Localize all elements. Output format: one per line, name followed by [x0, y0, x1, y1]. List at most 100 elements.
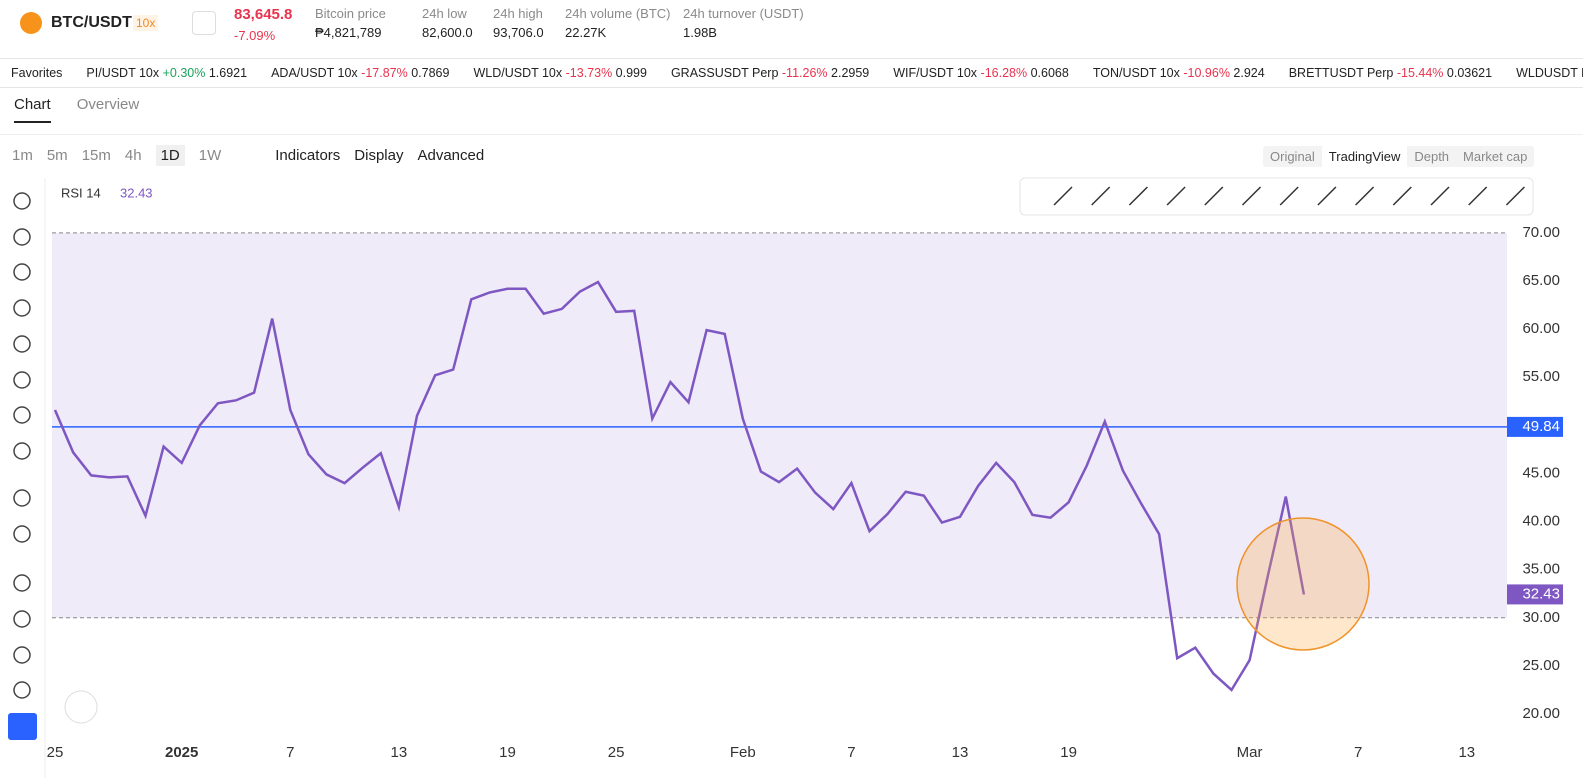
tabs: Chart Overview [14, 96, 139, 123]
sidebar-tool [13, 574, 31, 592]
stat: 24h turnover (USDT) 1.98B [683, 6, 804, 40]
interval[interactable]: 1W [198, 147, 222, 164]
favorite-name: BRETTUSDT Perp [1288, 66, 1394, 80]
interval[interactable]: 1D [155, 145, 185, 166]
favorite-name: GRASSUSDT Perp [670, 66, 779, 80]
y-tick-label: 55.00 [1522, 368, 1560, 385]
rsi-line [53, 280, 1306, 692]
x-tick-label: Feb [730, 744, 756, 761]
interval[interactable]: 1m [12, 147, 33, 164]
drawing-tool [1392, 186, 1412, 206]
x-tick-label: 25 [47, 744, 64, 761]
view-option[interactable]: Depth [1414, 149, 1450, 164]
tool-button[interactable]: Display [354, 147, 404, 164]
view-option[interactable]: Market cap [1463, 149, 1528, 164]
stat: 24h volume (BTC) 22.27K [565, 6, 670, 40]
stat-label: Bitcoin price [315, 6, 386, 21]
favorite-item[interactable]: WLDUSDT Perp -13 [1516, 66, 1583, 80]
favorite-item[interactable]: GRASSUSDT Perp -11.26% 2.2959 [671, 66, 869, 80]
tab[interactable]: Chart [14, 96, 51, 123]
drawing-tool [1091, 186, 1111, 206]
x-tick-label: 13 [391, 744, 408, 761]
favorite-name: ADA/USDT 10x [271, 66, 358, 80]
y-tick-label: 60.00 [1522, 320, 1560, 337]
interval[interactable]: 5m [46, 147, 68, 164]
y-tick-label: 65.00 [1522, 272, 1560, 289]
sidebar-tool [13, 192, 31, 210]
sidebar-tool [13, 442, 31, 460]
stat: 24h high 93,706.0 [493, 6, 544, 40]
reference-label: 49.84 [1522, 418, 1560, 435]
drawing-tool [1128, 186, 1148, 206]
favorite-change: -13.73% [565, 66, 613, 80]
pair[interactable]: BTC/USDT [51, 14, 132, 31]
price-change: -7.09% [234, 28, 276, 43]
stat-value: 93,706.0 [493, 25, 544, 40]
favorite-price: 2.924 [1233, 66, 1265, 80]
drawing-tool [1317, 186, 1337, 206]
drawing-tool [1241, 186, 1262, 206]
y-tick-label: 20.00 [1522, 705, 1560, 722]
favorite-price: 0.6068 [1030, 66, 1069, 80]
tool-button[interactable]: Indicators [275, 147, 341, 164]
favorite-name: WLDUSDT Perp [1516, 66, 1583, 80]
stat: 24h low 82,600.0 [422, 6, 473, 40]
y-tick-label: 70.00 [1522, 224, 1560, 241]
stat-value: 1.98B [683, 25, 717, 40]
favorite-item[interactable]: WIF/USDT 10x -16.28% 0.6068 [893, 66, 1069, 80]
sidebar-tool [13, 335, 31, 353]
sidebar-tool [13, 610, 31, 628]
stat-value: ₱4,821,789 [315, 25, 382, 40]
stat-label: 24h high [493, 6, 543, 21]
tv-logo [64, 690, 98, 724]
favorites-bar: Favorites PI/USDT 10x +0.30% 1.6921 ADA/U… [0, 58, 1583, 88]
drawing-tool [1204, 186, 1224, 206]
x-tick-label: 19 [499, 744, 516, 761]
view-option[interactable]: TradingView [1321, 146, 1408, 167]
interval[interactable]: 4h [124, 147, 142, 164]
coin-icon [20, 12, 42, 34]
y-tick-label: 30.00 [1522, 609, 1560, 626]
favorite-button[interactable] [192, 11, 216, 35]
annotation-circle [1236, 517, 1370, 651]
favorite-name: WLD/USDT 10x [473, 66, 563, 80]
drawing-tool [1468, 186, 1488, 206]
view-option[interactable]: Original [1270, 149, 1315, 164]
sidebar-tool [13, 228, 31, 246]
tab[interactable]: Overview [76, 96, 140, 113]
y-tick-label: 25.00 [1522, 657, 1560, 674]
x-tick-label: 13 [952, 744, 969, 761]
stat-value: 82,600.0 [422, 25, 473, 40]
interval[interactable]: 15m [81, 147, 111, 164]
favorite-item[interactable]: TON/USDT 10x -10.96% 2.924 [1093, 66, 1265, 80]
favorite-change: -16.28% [980, 66, 1028, 80]
x-tick-label: 19 [1060, 744, 1077, 761]
drawing-tool [1505, 186, 1525, 206]
favorite-item[interactable]: PI/USDT 10x +0.30% 1.6921 [86, 66, 247, 80]
tool-button[interactable]: Advanced [417, 147, 485, 164]
x-tick-label: 25 [608, 744, 625, 761]
sidebar-tool [13, 681, 31, 699]
drawing-tool [1430, 186, 1450, 206]
favorite-price: 0.7869 [411, 66, 450, 80]
favorite-item[interactable]: WLD/USDT 10x -13.73% 0.999 [473, 66, 647, 80]
divider [0, 134, 1583, 135]
sidebar-tool [13, 489, 31, 507]
sidebar-tool-active [8, 713, 37, 740]
sidebar-tool [13, 525, 31, 543]
x-tick-label: 2025 [165, 744, 198, 761]
x-tick-label: 13 [1458, 744, 1475, 761]
favorite-item[interactable]: ADA/USDT 10x -17.87% 0.7869 [271, 66, 449, 80]
sidebar-tool [13, 646, 31, 664]
drawing-tool [1166, 186, 1186, 206]
y-tick-label: 40.00 [1522, 513, 1560, 530]
stat: Bitcoin price ₱4,821,789 [315, 6, 386, 40]
favorite-item[interactable]: BRETTUSDT Perp -15.44% 0.03621 [1289, 66, 1492, 80]
stat-label: 24h low [422, 6, 467, 21]
leverage: 10x [133, 15, 159, 31]
reference-label-bg [1507, 416, 1563, 437]
stat-label: 24h volume (BTC) [565, 6, 671, 21]
favorite-name: PI/USDT 10x [86, 66, 160, 80]
